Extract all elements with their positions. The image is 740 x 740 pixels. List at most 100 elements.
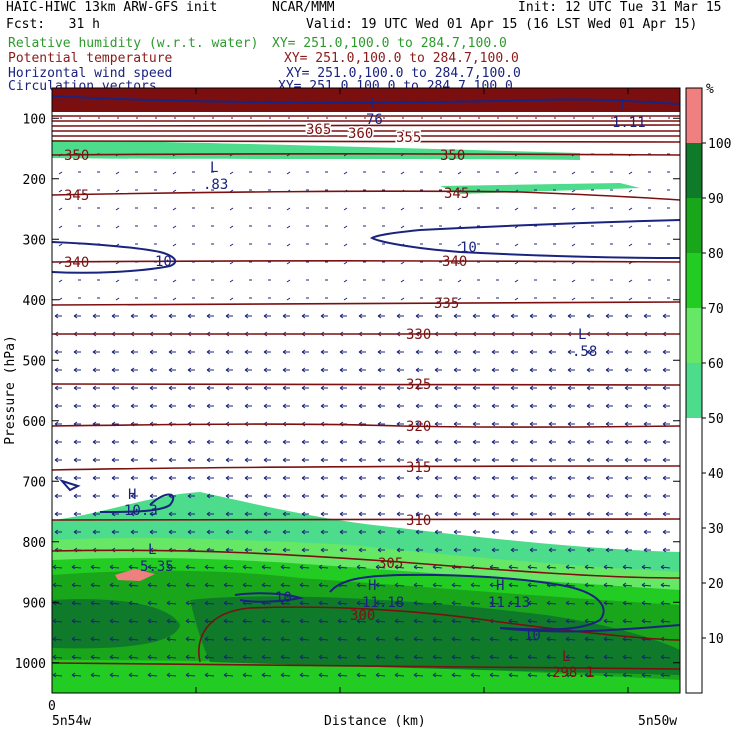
- vector-arrowhead: [187, 367, 192, 373]
- vector-arrowhead: [548, 385, 553, 391]
- vector-arrowhead: [320, 385, 325, 391]
- vector-arrowhead: [356, 600, 361, 606]
- vector-arrowhead: [71, 654, 76, 660]
- vector-arrowhead: [339, 529, 344, 535]
- vector-arrowhead: [453, 529, 458, 535]
- vector-arrowhead: [377, 403, 382, 409]
- vector-arrowhead: [128, 582, 133, 588]
- vector-arrowhead: [529, 511, 534, 517]
- vector-arrowhead: [356, 654, 361, 660]
- vector-arrowhead: [301, 313, 306, 319]
- vector-arrowhead: [301, 457, 306, 463]
- vector-arrowhead: [662, 439, 667, 445]
- y-tick-label-2: 300: [23, 233, 46, 248]
- vector-arrowhead: [339, 367, 344, 373]
- vector-arrowhead: [605, 367, 610, 373]
- vector-arrow: [204, 584, 215, 587]
- vector-arrowhead: [453, 547, 458, 553]
- vector-arrowhead: [508, 600, 513, 606]
- vector-arrowhead: [434, 493, 439, 499]
- colorbar-tick-label-0: 10: [708, 632, 724, 647]
- vector-arrow: [115, 225, 120, 229]
- vector-arrow: [622, 656, 633, 659]
- vector-arrowhead: [318, 654, 323, 660]
- vector-arrow: [400, 171, 405, 175]
- vector-arrow: [204, 638, 215, 641]
- vector-arrow: [628, 189, 633, 193]
- vector-arrow: [451, 602, 462, 605]
- vector-arrow: [90, 584, 101, 587]
- wind-label-10-low-b: 10: [524, 628, 541, 644]
- vector-arrowhead: [586, 367, 591, 373]
- vector-arrowhead: [375, 564, 380, 570]
- vector-arrowhead: [660, 672, 665, 678]
- vector-arrowhead: [491, 385, 496, 391]
- vector-arrowhead: [111, 493, 116, 499]
- vector-arrow: [457, 171, 462, 175]
- vector-arrowhead: [567, 475, 572, 481]
- vector-arrowhead: [244, 313, 249, 319]
- vector-arrow: [394, 584, 405, 587]
- vector-arrow: [356, 656, 367, 659]
- vector-arrowhead: [643, 385, 648, 391]
- vector-arrowhead: [453, 511, 458, 517]
- vector-arrowhead: [396, 313, 401, 319]
- vector-arrowhead: [128, 564, 133, 570]
- vector-arrowhead: [282, 529, 287, 535]
- vector-arrowhead: [565, 618, 570, 624]
- vector-arrow: [71, 674, 82, 677]
- vector-arrowhead: [147, 672, 152, 678]
- wind-label-10-right: 10: [460, 240, 477, 256]
- vector-arrow: [628, 225, 633, 229]
- vector-arrow: [172, 243, 177, 247]
- x-axis: 0 5n54w 5n50w Distance (km): [48, 88, 677, 729]
- vector-arrowhead: [185, 636, 190, 642]
- vector-arrowhead: [166, 582, 171, 588]
- vector-arrowhead: [396, 457, 401, 463]
- vector-arrowhead: [204, 636, 209, 642]
- vector-arrow: [128, 584, 139, 587]
- vector-arrowhead: [603, 654, 608, 660]
- vector-arrowhead: [358, 349, 363, 355]
- vector-arrowhead: [377, 457, 382, 463]
- theta-label-345-right: 345: [444, 186, 469, 202]
- vector-arrowhead: [546, 564, 551, 570]
- vector-arrowhead: [396, 367, 401, 373]
- vector-arrow: [546, 674, 557, 677]
- colorbar-segment-10: [686, 88, 702, 143]
- extremum-letter-6: L: [148, 542, 156, 558]
- colorbar-segment-2: [686, 528, 702, 583]
- vector-arrowhead: [149, 313, 154, 319]
- vector-arrow: [58, 189, 63, 193]
- vector-arrowhead: [128, 654, 133, 660]
- vector-arrowhead: [149, 475, 154, 481]
- vector-arrow: [628, 279, 633, 283]
- vector-arrowhead: [111, 403, 116, 409]
- vector-arrow: [337, 656, 348, 659]
- vector-arrowhead: [565, 564, 570, 570]
- vector-arrowhead: [149, 457, 154, 463]
- extremum-value-4: .58: [572, 344, 597, 360]
- vector-arrow: [641, 602, 652, 605]
- vector-arrow: [622, 566, 633, 569]
- vector-arrow: [660, 620, 671, 623]
- vector-arrowhead: [605, 511, 610, 517]
- vector-arrowhead: [375, 600, 380, 606]
- theta-label-325: 325: [406, 377, 431, 393]
- theta-label-365: 365: [306, 122, 331, 138]
- vector-arrowhead: [510, 421, 515, 427]
- field-rh-name: Relative humidity (w.r.t. water): [8, 36, 259, 51]
- vector-arrow: [628, 171, 633, 175]
- vector-arrowhead: [130, 493, 135, 499]
- vector-arrow: [128, 638, 139, 641]
- colorbar-segment-7: [686, 253, 702, 308]
- vector-arrowhead: [510, 349, 515, 355]
- vector-arrowhead: [510, 529, 515, 535]
- vector-arrowhead: [622, 582, 627, 588]
- colorbar-segment-0: [686, 638, 702, 693]
- vector-arrowhead: [206, 511, 211, 517]
- extremum-value-7: 11.18: [362, 595, 404, 611]
- vector-arrowhead: [377, 385, 382, 391]
- vector-arrowhead: [263, 475, 268, 481]
